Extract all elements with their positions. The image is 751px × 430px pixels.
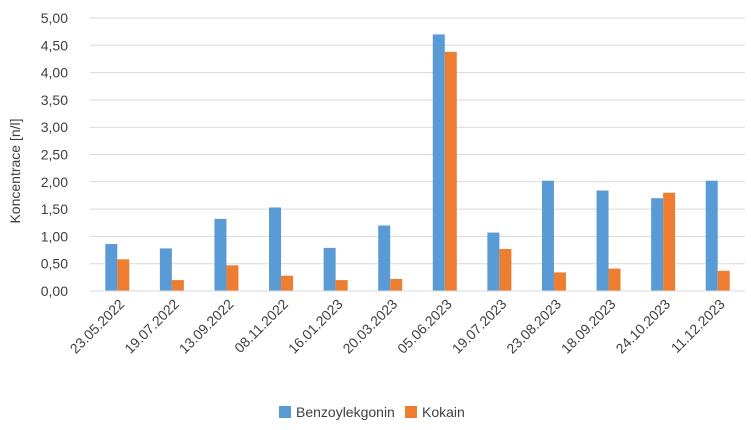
bar-benzoylekgonin <box>651 198 664 291</box>
x-tick-label: 08.11.2022 <box>231 296 291 356</box>
y-tick-label: 1,50 <box>41 201 68 217</box>
bar-benzoylekgonin <box>487 232 500 291</box>
bar-benzoylekgonin <box>596 190 609 291</box>
bar-benzoylekgonin <box>159 248 172 291</box>
y-tick-label: 3,00 <box>41 119 68 135</box>
x-tick-label: 24.10.2023 <box>612 296 673 357</box>
bar-benzoylekgonin <box>432 34 445 291</box>
bar-kokain <box>663 192 676 291</box>
bar-kokain <box>117 259 130 291</box>
legend: Benzoylekgonin Kokain <box>279 404 465 420</box>
x-tick-label: 16.01.2023 <box>285 296 346 357</box>
bar-kokain <box>171 280 184 291</box>
legend-label: Benzoylekgonin <box>296 404 395 420</box>
y-tick-label: 4,00 <box>41 65 68 81</box>
bar-kokain <box>499 248 512 291</box>
x-axis-ticks: 23.05.202219.07.202213.09.202208.11.2022… <box>67 296 728 357</box>
bar-benzoylekgonin <box>323 247 336 291</box>
y-tick-label: 2,50 <box>41 147 68 163</box>
y-tick-label: 1,00 <box>41 228 68 244</box>
y-tick-label: 3,50 <box>41 92 68 108</box>
bar-benzoylekgonin <box>214 218 227 291</box>
x-tick-label: 19.07.2023 <box>449 296 510 357</box>
bar-kokain <box>226 265 239 291</box>
y-axis-ticks: 0,00 0,50 1,00 1,50 2,00 2,50 3,00 3,50 4,00 4,50… <box>41 10 68 299</box>
x-tick-label: 11.12.2023 <box>668 296 728 356</box>
x-tick-label: 18.09.2023 <box>558 296 619 357</box>
bar-benzoylekgonin <box>705 180 718 291</box>
y-tick-label: 4,50 <box>41 37 68 53</box>
y-axis-label: Koncentrace [n/l] <box>7 118 23 223</box>
legend-label: Kokain <box>422 404 465 420</box>
bar-kokain <box>717 270 730 291</box>
gridlines <box>90 17 745 265</box>
bar-benzoylekgonin <box>541 180 554 291</box>
bar-benzoylekgonin <box>105 244 118 291</box>
x-tick-label: 19.07.2022 <box>121 296 182 357</box>
bar-kokain <box>390 278 403 291</box>
y-tick-label: 0,50 <box>41 256 68 272</box>
bar-benzoylekgonin <box>269 207 282 291</box>
bar-kokain <box>553 272 566 291</box>
bars <box>105 34 730 291</box>
bar-kokain <box>281 275 294 291</box>
y-tick-label: 2,00 <box>41 174 68 190</box>
bar-benzoylekgonin <box>378 225 391 291</box>
x-tick-label: 20.03.2023 <box>339 296 400 357</box>
bar-kokain <box>335 280 348 291</box>
y-tick-label: 5,00 <box>41 10 68 26</box>
x-tick-label: 23.08.2023 <box>503 296 564 357</box>
x-tick-label: 13.09.2022 <box>176 296 237 357</box>
x-tick-label: 05.06.2023 <box>394 296 455 357</box>
bar-kokain <box>444 51 457 291</box>
y-tick-label: 0,00 <box>41 283 68 299</box>
bar-kokain <box>608 268 621 291</box>
legend-swatch <box>405 406 417 418</box>
x-tick-label: 23.05.2022 <box>67 296 128 357</box>
legend-swatch <box>279 406 291 418</box>
